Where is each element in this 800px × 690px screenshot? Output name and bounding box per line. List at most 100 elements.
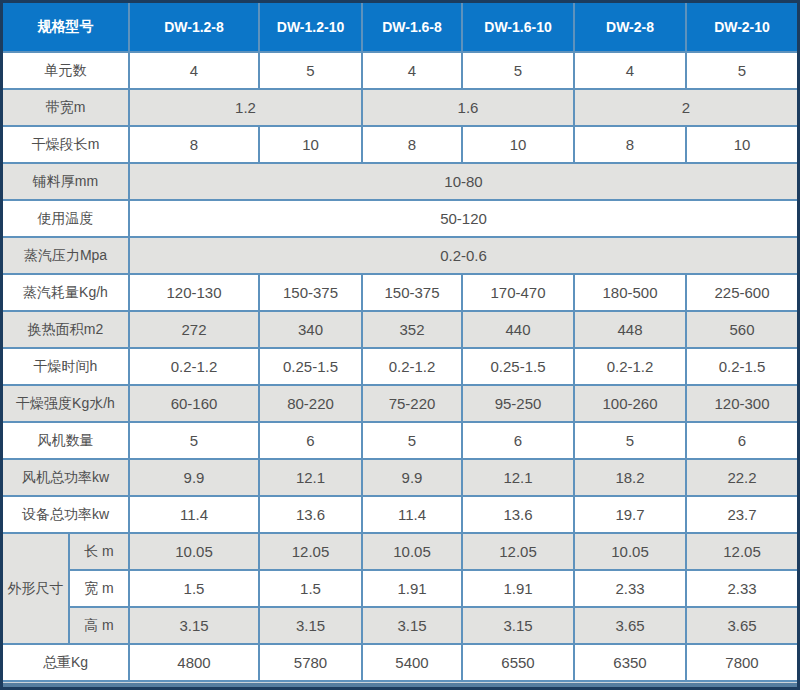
table-cell: 1.91 (363, 571, 463, 608)
table-cell: 23.7 (687, 497, 797, 534)
table-cell: 0.2-0.6 (130, 238, 797, 275)
row-label: 干燥段长m (3, 127, 130, 164)
table-cell: 225-600 (687, 275, 797, 312)
row-label: 铺料厚mm (3, 164, 130, 201)
table-cell: 3.15 (260, 608, 363, 645)
table-cell: 12.05 (463, 534, 575, 571)
table-cell: 5400 (363, 645, 463, 682)
table-cell: 0.2-1.2 (363, 349, 463, 386)
table-cell: 6 (463, 423, 575, 460)
row-sublabel: 长 m (70, 534, 130, 571)
row-label: 设备总功率kw (3, 497, 130, 534)
table-row-fan-total-power: 风机总功率kw 9.9 12.1 9.9 12.1 18.2 22.2 (3, 460, 797, 497)
table-row-dimension-length: 外形尺寸 长 m 10.05 12.05 10.05 12.05 10.05 1… (3, 534, 797, 571)
table-cell: 2.33 (687, 571, 797, 608)
table-row-heat-exchange-area: 换热面积m2 272 340 352 440 448 560 (3, 312, 797, 349)
table-row-equipment-total-power: 设备总功率kw 11.4 13.6 11.4 13.6 19.7 23.7 (3, 497, 797, 534)
table-cell: 0.25-1.5 (260, 349, 363, 386)
table-cell: 0.2-1.2 (575, 349, 687, 386)
table-cell: 120-130 (130, 275, 260, 312)
table-cell: 12.1 (260, 460, 363, 497)
column-header-model: DW-1.6-10 (463, 3, 575, 53)
table-row-dimension-height: 高 m 3.15 3.15 3.15 3.15 3.65 3.65 (3, 608, 797, 645)
table-cell: 50-120 (130, 201, 797, 238)
row-label: 单元数 (3, 53, 130, 90)
table-row-material-thickness: 铺料厚mm 10-80 (3, 164, 797, 201)
table-cell: 22.2 (687, 460, 797, 497)
table-cell: 19.7 (575, 497, 687, 534)
table-cell: 0.2-1.5 (687, 349, 797, 386)
table-cell: 95-250 (463, 386, 575, 423)
table-cell: 170-470 (463, 275, 575, 312)
table-row-drying-length: 干燥段长m 8 10 8 10 8 10 (3, 127, 797, 164)
column-header-model: DW-1.6-8 (363, 3, 463, 53)
table-row-belt-width: 带宽m 1.2 1.6 2 (3, 90, 797, 127)
spec-table: 规格型号 DW-1.2-8 DW-1.2-10 DW-1.6-8 DW-1.6-… (3, 3, 797, 682)
table-cell: 340 (260, 312, 363, 349)
table-row-units: 单元数 4 5 4 5 4 5 (3, 53, 797, 90)
table-row-total-weight: 总重Kg 4800 5780 5400 6550 6350 7800 (3, 645, 797, 682)
table-cell: 5 (363, 423, 463, 460)
table-cell: 80-220 (260, 386, 363, 423)
table-cell: 6 (260, 423, 363, 460)
table-cell: 11.4 (130, 497, 260, 534)
column-header-model: DW-1.2-10 (260, 3, 363, 53)
table-cell: 12.05 (687, 534, 797, 571)
row-label: 总重Kg (3, 645, 130, 682)
table-cell: 560 (687, 312, 797, 349)
row-label: 蒸汽压力Mpa (3, 238, 130, 275)
table-row-drying-intensity: 干燥强度Kg水/h 60-160 80-220 75-220 95-250 10… (3, 386, 797, 423)
table-cell: 2.33 (575, 571, 687, 608)
table-cell: 3.15 (130, 608, 260, 645)
table-row-dimension-width: 宽 m 1.5 1.5 1.91 1.91 2.33 2.33 (3, 571, 797, 608)
table-cell: 5780 (260, 645, 363, 682)
table-cell: 120-300 (687, 386, 797, 423)
table-cell: 6350 (575, 645, 687, 682)
row-label: 风机总功率kw (3, 460, 130, 497)
table-cell: 8 (130, 127, 260, 164)
table-cell: 6 (687, 423, 797, 460)
row-label: 干燥时间h (3, 349, 130, 386)
table-cell: 75-220 (363, 386, 463, 423)
table-cell: 9.9 (130, 460, 260, 497)
table-cell: 5 (260, 53, 363, 90)
row-label: 换热面积m2 (3, 312, 130, 349)
table-cell: 1.91 (463, 571, 575, 608)
table-cell: 150-375 (260, 275, 363, 312)
row-label: 使用温度 (3, 201, 130, 238)
table-cell: 12.05 (260, 534, 363, 571)
table-cell: 3.65 (687, 608, 797, 645)
table-row-steam-consumption: 蒸汽耗量Kg/h 120-130 150-375 150-375 170-470… (3, 275, 797, 312)
table-cell: 150-375 (363, 275, 463, 312)
table-cell: 1.2 (130, 90, 363, 127)
table-cell: 5 (463, 53, 575, 90)
table-cell: 4 (363, 53, 463, 90)
table-cell: 448 (575, 312, 687, 349)
table-cell: 1.5 (260, 571, 363, 608)
column-header-model: DW-2-10 (687, 3, 797, 53)
header-spec-label: 规格型号 (3, 3, 130, 53)
table-cell: 1.5 (130, 571, 260, 608)
table-cell: 12.1 (463, 460, 575, 497)
spec-table-panel: 规格型号 DW-1.2-8 DW-1.2-10 DW-1.6-8 DW-1.6-… (0, 0, 800, 690)
table-cell: 10.05 (363, 534, 463, 571)
table-cell: 8 (363, 127, 463, 164)
table-row-drying-time: 干燥时间h 0.2-1.2 0.25-1.5 0.2-1.2 0.25-1.5 … (3, 349, 797, 386)
table-cell: 272 (130, 312, 260, 349)
table-cell: 10 (463, 127, 575, 164)
row-label: 带宽m (3, 90, 130, 127)
table-cell: 10 (260, 127, 363, 164)
row-sublabel: 高 m (70, 608, 130, 645)
table-cell: 13.6 (463, 497, 575, 534)
table-cell: 180-500 (575, 275, 687, 312)
column-header-model: DW-2-8 (575, 3, 687, 53)
table-row-steam-pressure: 蒸汽压力Mpa 0.2-0.6 (3, 238, 797, 275)
bottom-accent-band (3, 682, 797, 687)
table-cell: 10.05 (575, 534, 687, 571)
table-cell: 7800 (687, 645, 797, 682)
table-cell: 13.6 (260, 497, 363, 534)
row-label: 干燥强度Kg水/h (3, 386, 130, 423)
table-cell: 4 (575, 53, 687, 90)
table-cell: 10.05 (130, 534, 260, 571)
table-cell: 18.2 (575, 460, 687, 497)
